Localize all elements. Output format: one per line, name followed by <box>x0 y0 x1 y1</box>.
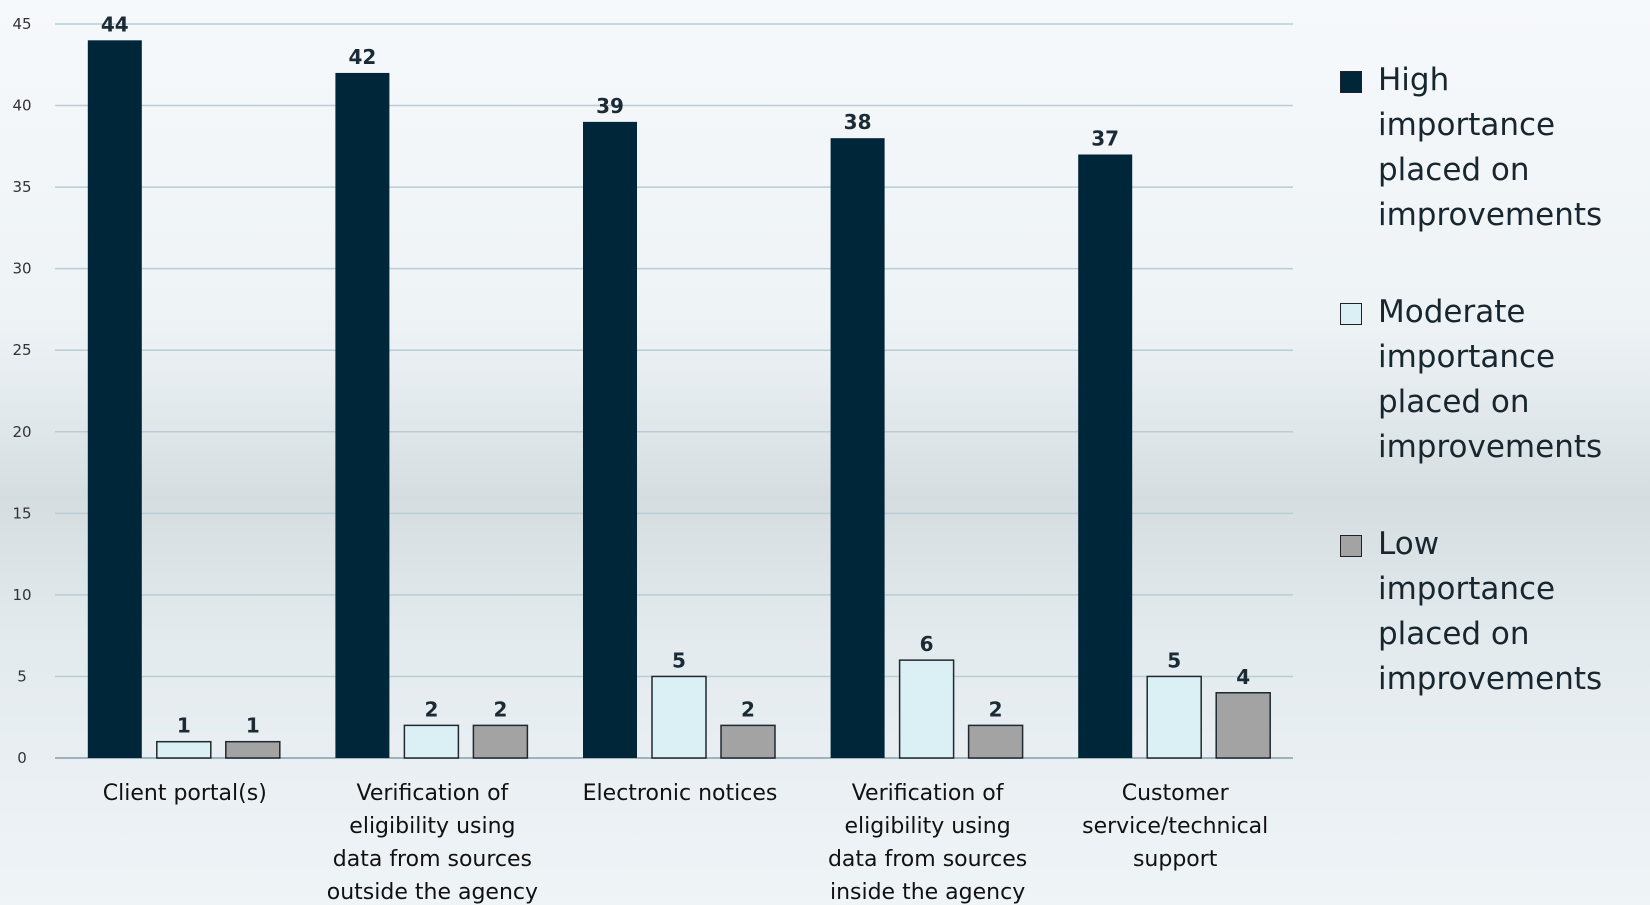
legend-label-line: placed on <box>1378 384 1530 420</box>
data-label: 1 <box>246 714 260 738</box>
data-label: 44 <box>101 12 129 36</box>
legend-label-line: Low <box>1378 526 1440 562</box>
y-tick-label: 0 <box>17 749 27 767</box>
legend-item-high: High importance placed on improvements <box>1340 58 1640 238</box>
legend-label-line: Moderate <box>1378 294 1526 330</box>
legend-swatch-low <box>1340 535 1362 557</box>
legend-label-line: importance <box>1378 107 1556 143</box>
legend-item-moderate: Moderate importance placed on improvemen… <box>1340 290 1640 470</box>
legend-label-high: High importance placed on improvements <box>1378 58 1640 238</box>
bar-moderate <box>651 675 707 759</box>
legend-label-low: Low importance placed on improvements <box>1378 522 1640 702</box>
bar-low <box>720 724 776 759</box>
data-label: 2 <box>741 697 755 721</box>
data-label: 2 <box>493 697 507 721</box>
legend-label-line: improvements <box>1378 661 1603 697</box>
legend-label-line: improvements <box>1378 429 1603 465</box>
data-label: 4 <box>1236 665 1250 689</box>
legend-swatch-moderate <box>1340 303 1362 325</box>
data-label: 2 <box>989 697 1003 721</box>
chart-legend: High importance placed on improvements M… <box>1340 58 1640 754</box>
legend-label-line: placed on <box>1378 152 1530 188</box>
y-axis-tick-labels: 0 5 10 15 20 25 30 35 40 45 <box>12 15 31 767</box>
data-label: 5 <box>1167 648 1181 672</box>
legend-label-line: placed on <box>1378 616 1530 652</box>
legend-label-line: importance <box>1378 339 1556 375</box>
category-label: Client portal(s) <box>103 781 267 806</box>
bar-high <box>1078 154 1133 758</box>
category-label: Electronic notices <box>583 781 778 806</box>
bar-low <box>1215 692 1271 759</box>
bar-low <box>967 724 1024 759</box>
data-label: 2 <box>424 697 438 721</box>
bar-high <box>583 121 637 758</box>
category-label: inside the agency <box>830 880 1025 905</box>
bar-high <box>335 72 390 758</box>
y-tick-label: 30 <box>12 260 31 278</box>
bar-moderate <box>156 740 212 759</box>
y-tick-label: 25 <box>12 341 31 359</box>
category-label: data from sources <box>333 847 532 872</box>
y-tick-label: 15 <box>12 504 31 522</box>
y-tick-label: 20 <box>12 423 31 441</box>
data-label: 1 <box>177 714 191 738</box>
y-tick-label: 5 <box>17 667 27 685</box>
y-tick-label: 45 <box>12 15 31 33</box>
bar-low <box>472 724 529 759</box>
legend-item-low: Low importance placed on improvements <box>1340 522 1640 702</box>
y-tick-label: 35 <box>12 178 31 196</box>
data-labels: 44 1 1 42 2 2 39 5 2 38 6 2 37 5 4 <box>101 12 1250 737</box>
y-tick-label: 40 <box>12 97 31 115</box>
category-label: eligibility using <box>844 814 1010 839</box>
bar-moderate <box>403 724 460 759</box>
category-label: outside the agency <box>327 880 538 905</box>
legend-label-line: improvements <box>1378 197 1603 233</box>
category-labels: Client portal(s) Verification of eligibili… <box>103 781 1268 905</box>
data-label: 6 <box>920 632 934 656</box>
category-label: Customer <box>1122 781 1230 806</box>
data-label: 42 <box>348 45 376 69</box>
category-label: support <box>1133 847 1218 872</box>
bar-moderate <box>898 659 955 759</box>
data-label: 38 <box>844 110 872 134</box>
y-tick-label: 10 <box>12 586 31 604</box>
category-label: eligibility using <box>349 814 515 839</box>
category-label: data from sources <box>828 847 1027 872</box>
bars <box>87 40 1271 759</box>
category-label: service/technical <box>1082 814 1268 839</box>
legend-label-line: High <box>1378 62 1450 98</box>
legend-label-moderate: Moderate importance placed on improvemen… <box>1378 290 1640 470</box>
bar-moderate <box>1146 675 1202 759</box>
data-label: 39 <box>596 94 624 118</box>
gridlines <box>55 23 1293 759</box>
legend-swatch-high <box>1340 71 1362 93</box>
category-label: Verification of <box>852 781 1005 806</box>
bar-high <box>830 138 885 758</box>
data-label: 5 <box>672 648 686 672</box>
bar-low <box>225 740 281 759</box>
data-label: 37 <box>1091 126 1119 150</box>
category-label: Verification of <box>356 781 509 806</box>
bar-high <box>87 40 142 759</box>
legend-label-line: importance <box>1378 571 1556 607</box>
